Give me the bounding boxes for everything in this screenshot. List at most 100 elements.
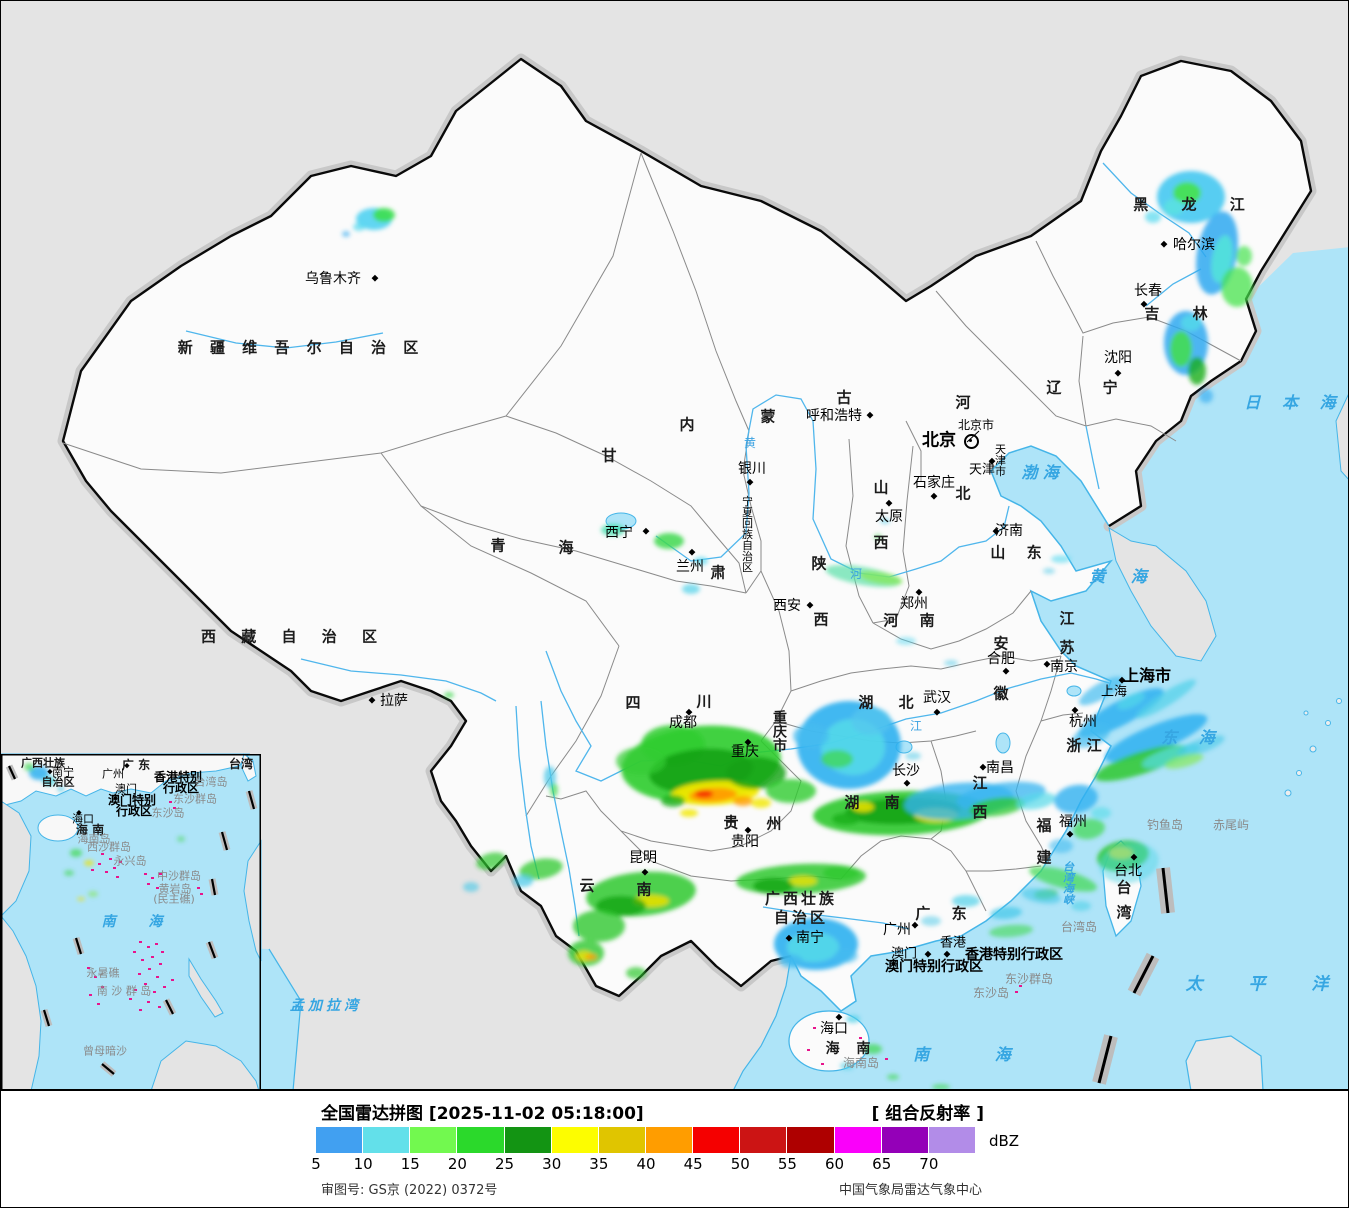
scale-segment-5: [316, 1127, 364, 1153]
radar-echo: [1136, 679, 1196, 719]
radar-echo: [550, 783, 558, 797]
radar-echo: [851, 707, 891, 735]
radar-echo: [1091, 807, 1111, 819]
scale-segment-40: [645, 1127, 694, 1153]
dash-segment: [1132, 955, 1155, 994]
island-dot: [138, 973, 141, 975]
island-dot: [105, 871, 108, 873]
map-title: 全国雷达拼图 [2025-11-02 05:18:00]: [321, 1104, 644, 1124]
radar-echo: [444, 692, 454, 698]
radar-echo: [1199, 389, 1213, 403]
radar-echo: [573, 910, 625, 942]
scale-segment-65: [881, 1127, 929, 1153]
radar-echo: [626, 967, 646, 979]
china-landmass: [63, 59, 1311, 1011]
island-dot: [148, 968, 151, 970]
island-dot: [147, 1001, 150, 1003]
radar-echo: [1236, 246, 1252, 266]
island-dot: [119, 861, 122, 863]
japan-edge: [1335, 394, 1348, 480]
radar-echo: [874, 534, 882, 540]
radar-echo: [342, 231, 350, 237]
island-dot: [159, 873, 162, 875]
island-dot: [129, 998, 132, 1000]
scale-segment-70: [928, 1127, 976, 1153]
radar-echo: [680, 809, 698, 817]
island-dot: [116, 876, 119, 878]
island-dot: [133, 951, 136, 953]
scale-tick-15: 15: [400, 1155, 420, 1173]
island-dot: [141, 959, 144, 961]
radar-echo: [823, 866, 859, 880]
radar-echo: [1188, 357, 1206, 385]
radar-echo: [753, 878, 793, 894]
radar-echo: [1043, 568, 1055, 574]
china-basemap: [1, 1, 1348, 1089]
island-dot: [147, 883, 150, 885]
radar-echo: [1071, 901, 1091, 911]
island-dot: [813, 1027, 816, 1029]
island-dot: [807, 1049, 810, 1051]
radar-echo: [896, 637, 916, 645]
scale-segment-25: [504, 1127, 552, 1153]
scale-segment-55: [787, 1127, 835, 1153]
island-dot: [97, 1003, 100, 1005]
radar-echo: [944, 660, 958, 666]
dash-segment: [8, 765, 16, 780]
sea-east-south: [734, 247, 1348, 1089]
radar-echo: [989, 924, 1033, 938]
island-dot: [885, 1058, 888, 1060]
luzon-island: [1185, 1035, 1264, 1089]
radar-echo: [766, 779, 816, 803]
island-dot: [197, 887, 200, 889]
radar-echo: [1049, 839, 1073, 853]
radar-echo: [990, 906, 1022, 920]
island-dot: [156, 976, 159, 978]
radar-echo: [585, 954, 597, 960]
dash-segment: [165, 999, 174, 1015]
radar-echo: [969, 797, 1025, 817]
inset-map: [1, 753, 262, 1089]
radar-echo: [921, 916, 941, 926]
radar-echo: [1054, 784, 1098, 814]
vietnam-coast: [733, 955, 792, 1089]
scale-segment-60: [834, 1127, 882, 1153]
dash-segment: [220, 831, 229, 851]
radar-echo: [846, 1015, 860, 1023]
radar-echo: [1021, 888, 1061, 904]
island-dot: [101, 986, 104, 988]
island-dot: [89, 994, 92, 996]
scale-tick-30: 30: [542, 1155, 562, 1173]
radar-echo: [1177, 735, 1225, 757]
radar-echo: [1071, 724, 1111, 748]
radar-echo: [84, 860, 94, 866]
island-dot: [98, 863, 101, 865]
scale-tick-45: 45: [683, 1155, 703, 1173]
radar-echo: [373, 208, 395, 222]
radar-echo: [1051, 555, 1071, 563]
scale-tick-25: 25: [495, 1155, 515, 1173]
island-dot: [134, 989, 137, 991]
island-dot: [821, 1063, 824, 1065]
radar-echo: [463, 882, 479, 892]
radar-echo: [661, 795, 685, 807]
radar-echo: [905, 752, 921, 760]
island-dot: [91, 869, 94, 871]
color-scale-bar: [316, 1127, 976, 1153]
radar-echo: [544, 766, 556, 788]
ryukyu-islands: [1284, 698, 1342, 797]
scale-segment-50: [740, 1127, 788, 1153]
dash-segment: [74, 937, 83, 955]
radar-echo: [887, 1074, 899, 1080]
island-dot: [153, 991, 156, 993]
radar-echo: [29, 766, 49, 780]
map-canvas: 新 疆 维 吾 尔 自 治 区西 藏 自 治 区青海甘肃内蒙古河北山西山 东河 …: [1, 1, 1348, 1091]
radar-echo: [57, 786, 65, 792]
island-dot: [200, 893, 203, 895]
radar-echo: [70, 849, 82, 857]
radar-echo: [1221, 267, 1253, 307]
radar-echo: [880, 518, 890, 524]
radar-echo: [64, 870, 74, 876]
radar-echo: [1145, 211, 1161, 223]
island-dot: [94, 976, 97, 978]
